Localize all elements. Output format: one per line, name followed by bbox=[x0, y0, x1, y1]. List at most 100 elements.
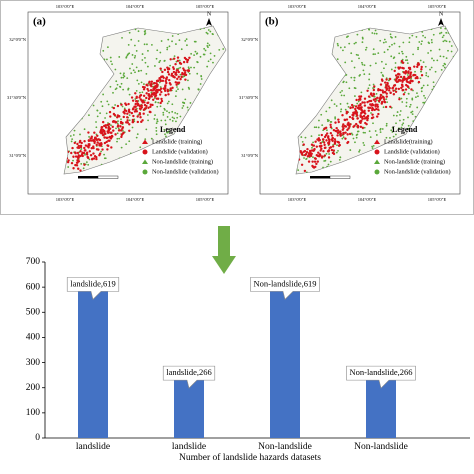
point bbox=[330, 148, 334, 152]
point bbox=[312, 149, 315, 152]
point bbox=[85, 161, 88, 163]
point bbox=[362, 131, 365, 134]
point bbox=[128, 123, 131, 126]
point bbox=[141, 119, 144, 122]
point bbox=[105, 112, 108, 115]
point bbox=[343, 118, 347, 122]
point bbox=[382, 75, 385, 77]
point bbox=[430, 39, 433, 41]
point bbox=[345, 74, 348, 76]
point bbox=[427, 75, 430, 78]
point bbox=[325, 110, 328, 113]
point bbox=[381, 89, 384, 92]
point bbox=[421, 31, 424, 33]
point bbox=[346, 133, 349, 136]
point bbox=[331, 145, 335, 148]
map: (b) N 103°0'0"E 103°0'0"E 104°0'0"E 104°0'0"E… bbox=[239, 4, 461, 202]
data-label-box bbox=[250, 277, 320, 300]
point bbox=[324, 146, 327, 149]
point bbox=[390, 55, 393, 58]
point bbox=[436, 59, 439, 62]
point bbox=[136, 79, 139, 82]
lon-label: 104°0'0"E bbox=[126, 4, 145, 9]
point bbox=[305, 157, 308, 160]
lon-label: 105°0'0"E bbox=[196, 4, 215, 9]
lon-label: 103°0'0"E bbox=[288, 4, 307, 9]
map-label: (a) bbox=[33, 16, 46, 28]
point bbox=[125, 109, 128, 113]
point bbox=[361, 63, 364, 66]
point bbox=[188, 72, 191, 75]
point bbox=[195, 52, 198, 55]
point bbox=[388, 86, 391, 90]
map-points bbox=[296, 26, 458, 174]
point bbox=[397, 67, 401, 70]
point bbox=[389, 137, 391, 139]
point bbox=[368, 78, 371, 81]
y-tick-label: 100 bbox=[26, 408, 41, 418]
point bbox=[394, 74, 398, 77]
point bbox=[348, 132, 352, 136]
point bbox=[391, 43, 393, 46]
point bbox=[440, 68, 443, 71]
legend-symbol bbox=[142, 159, 148, 164]
point bbox=[332, 128, 336, 132]
lat-label: 32°0'0"N bbox=[241, 37, 258, 42]
map-label: (b) bbox=[265, 16, 279, 28]
point bbox=[420, 90, 423, 93]
point bbox=[140, 104, 143, 107]
point bbox=[206, 42, 209, 45]
point bbox=[323, 127, 326, 131]
point bbox=[107, 128, 111, 132]
point bbox=[402, 41, 405, 44]
point bbox=[184, 39, 187, 42]
point bbox=[445, 40, 448, 43]
point bbox=[404, 88, 408, 91]
point bbox=[374, 105, 377, 108]
point bbox=[409, 71, 413, 74]
legend-item: Landslide (training) bbox=[152, 138, 202, 145]
point bbox=[74, 151, 77, 154]
point bbox=[167, 67, 171, 71]
point bbox=[384, 86, 387, 89]
point bbox=[159, 67, 162, 70]
point bbox=[414, 115, 417, 118]
point bbox=[445, 31, 448, 34]
point bbox=[416, 76, 419, 80]
point bbox=[202, 53, 205, 56]
point bbox=[382, 106, 385, 109]
point bbox=[96, 141, 99, 144]
point bbox=[95, 121, 97, 123]
point bbox=[114, 104, 117, 106]
lon-label: 103°0'0"E bbox=[56, 197, 75, 202]
point bbox=[118, 137, 121, 140]
y-tick-label: 400 bbox=[26, 333, 41, 343]
point bbox=[123, 75, 126, 78]
point bbox=[87, 139, 91, 143]
point bbox=[88, 114, 90, 117]
point bbox=[342, 49, 344, 52]
point bbox=[349, 149, 352, 151]
point bbox=[447, 49, 449, 52]
point bbox=[404, 72, 407, 75]
point bbox=[407, 92, 410, 95]
point bbox=[140, 106, 144, 109]
lon-label: 103°0'0"E bbox=[56, 4, 75, 9]
point bbox=[364, 131, 366, 134]
legend-symbol bbox=[374, 169, 380, 175]
point bbox=[411, 34, 414, 37]
point bbox=[144, 138, 147, 141]
point bbox=[184, 57, 188, 61]
point bbox=[169, 58, 172, 61]
point bbox=[352, 111, 356, 114]
point bbox=[115, 127, 117, 130]
point bbox=[97, 138, 100, 141]
point bbox=[337, 120, 340, 124]
point bbox=[432, 33, 435, 36]
point bbox=[420, 43, 423, 45]
point bbox=[390, 129, 393, 132]
point bbox=[361, 37, 364, 40]
point bbox=[401, 58, 404, 61]
point bbox=[120, 133, 124, 137]
point bbox=[336, 144, 338, 147]
